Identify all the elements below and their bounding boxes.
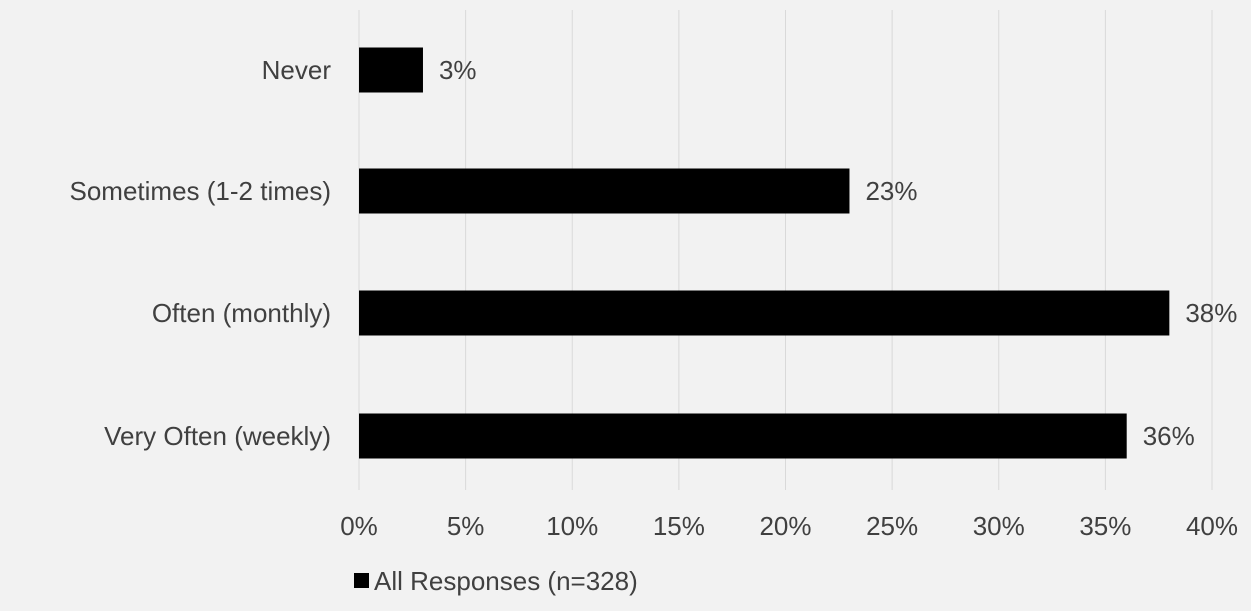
bars	[359, 47, 1170, 459]
x-tick-label: 35%	[1079, 511, 1131, 541]
x-tick-label: 10%	[546, 511, 598, 541]
legend: All Responses (n=328)	[354, 566, 638, 596]
x-tick-label: 25%	[866, 511, 918, 541]
category-labels: Never Sometimes (1-2 times) Often (monthly…	[70, 55, 332, 451]
category-label: Very Often (weekly)	[104, 421, 331, 451]
bar-1	[359, 168, 850, 214]
category-label: Never	[262, 55, 332, 85]
bar-0	[359, 47, 423, 93]
x-tick-label: 5%	[447, 511, 485, 541]
data-labels: 3% 23% 38% 36%	[439, 55, 1237, 451]
legend-swatch	[354, 573, 369, 588]
x-tick-label: 20%	[759, 511, 811, 541]
x-axis-tick-labels: 0% 5% 10% 15% 20% 25% 30% 35% 40%	[340, 511, 1238, 541]
category-label: Often (monthly)	[152, 298, 331, 328]
legend-label: All Responses (n=328)	[374, 566, 638, 596]
bar-3	[359, 413, 1127, 459]
x-tick-label: 15%	[653, 511, 705, 541]
data-label: 38%	[1185, 298, 1237, 328]
data-label: 36%	[1143, 421, 1195, 451]
x-tick-label: 40%	[1186, 511, 1238, 541]
x-tick-label: 30%	[973, 511, 1025, 541]
x-tick-label: 0%	[340, 511, 378, 541]
data-label: 3%	[439, 55, 477, 85]
bar-2	[359, 290, 1170, 336]
gridlines	[358, 10, 1213, 490]
category-label: Sometimes (1-2 times)	[70, 176, 332, 206]
data-label: 23%	[865, 176, 917, 206]
